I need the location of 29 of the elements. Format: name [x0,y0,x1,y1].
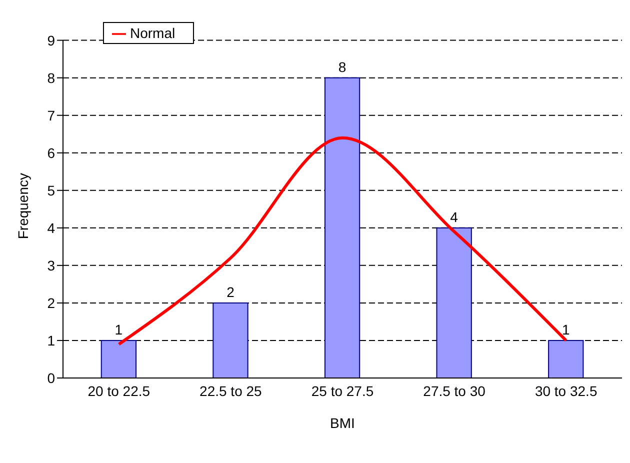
x-tick-label: 30 to 32.5 [534,382,598,399]
y-tick-label: 6 [47,144,56,161]
bar [324,77,360,378]
y-axis-title: Frequency [14,172,31,240]
y-tick-label: 2 [47,294,56,311]
x-axis-title: BMI [330,415,355,431]
bar [548,340,584,378]
legend-label: Normal [130,25,176,41]
data-label: 1 [114,321,123,338]
y-tick-label: 5 [47,182,56,198]
bar [100,340,137,378]
x-tick-label: 22.5 to 25 [200,382,262,399]
y-tick-label: 3 [47,257,56,274]
x-tick-label: 25 to 27.5 [311,382,374,399]
data-label: 1 [562,321,570,338]
y-tick-label: 0 [47,370,56,386]
bar [212,302,248,378]
data-label: 8 [338,58,346,75]
line-series [117,136,568,346]
y-tick-label: 4 [47,220,56,236]
data-label: 2 [226,284,235,300]
data-label: 4 [450,208,458,225]
y-tick-label: 9 [47,32,56,48]
bar [436,227,472,378]
y-tick-label: 8 [47,70,56,86]
x-tick-label: 20 to 22.5 [88,382,150,399]
x-tick-label: 27.5 to 30 [423,382,486,399]
y-tick-label: 1 [47,332,56,348]
y-tick-label: 7 [47,107,56,124]
